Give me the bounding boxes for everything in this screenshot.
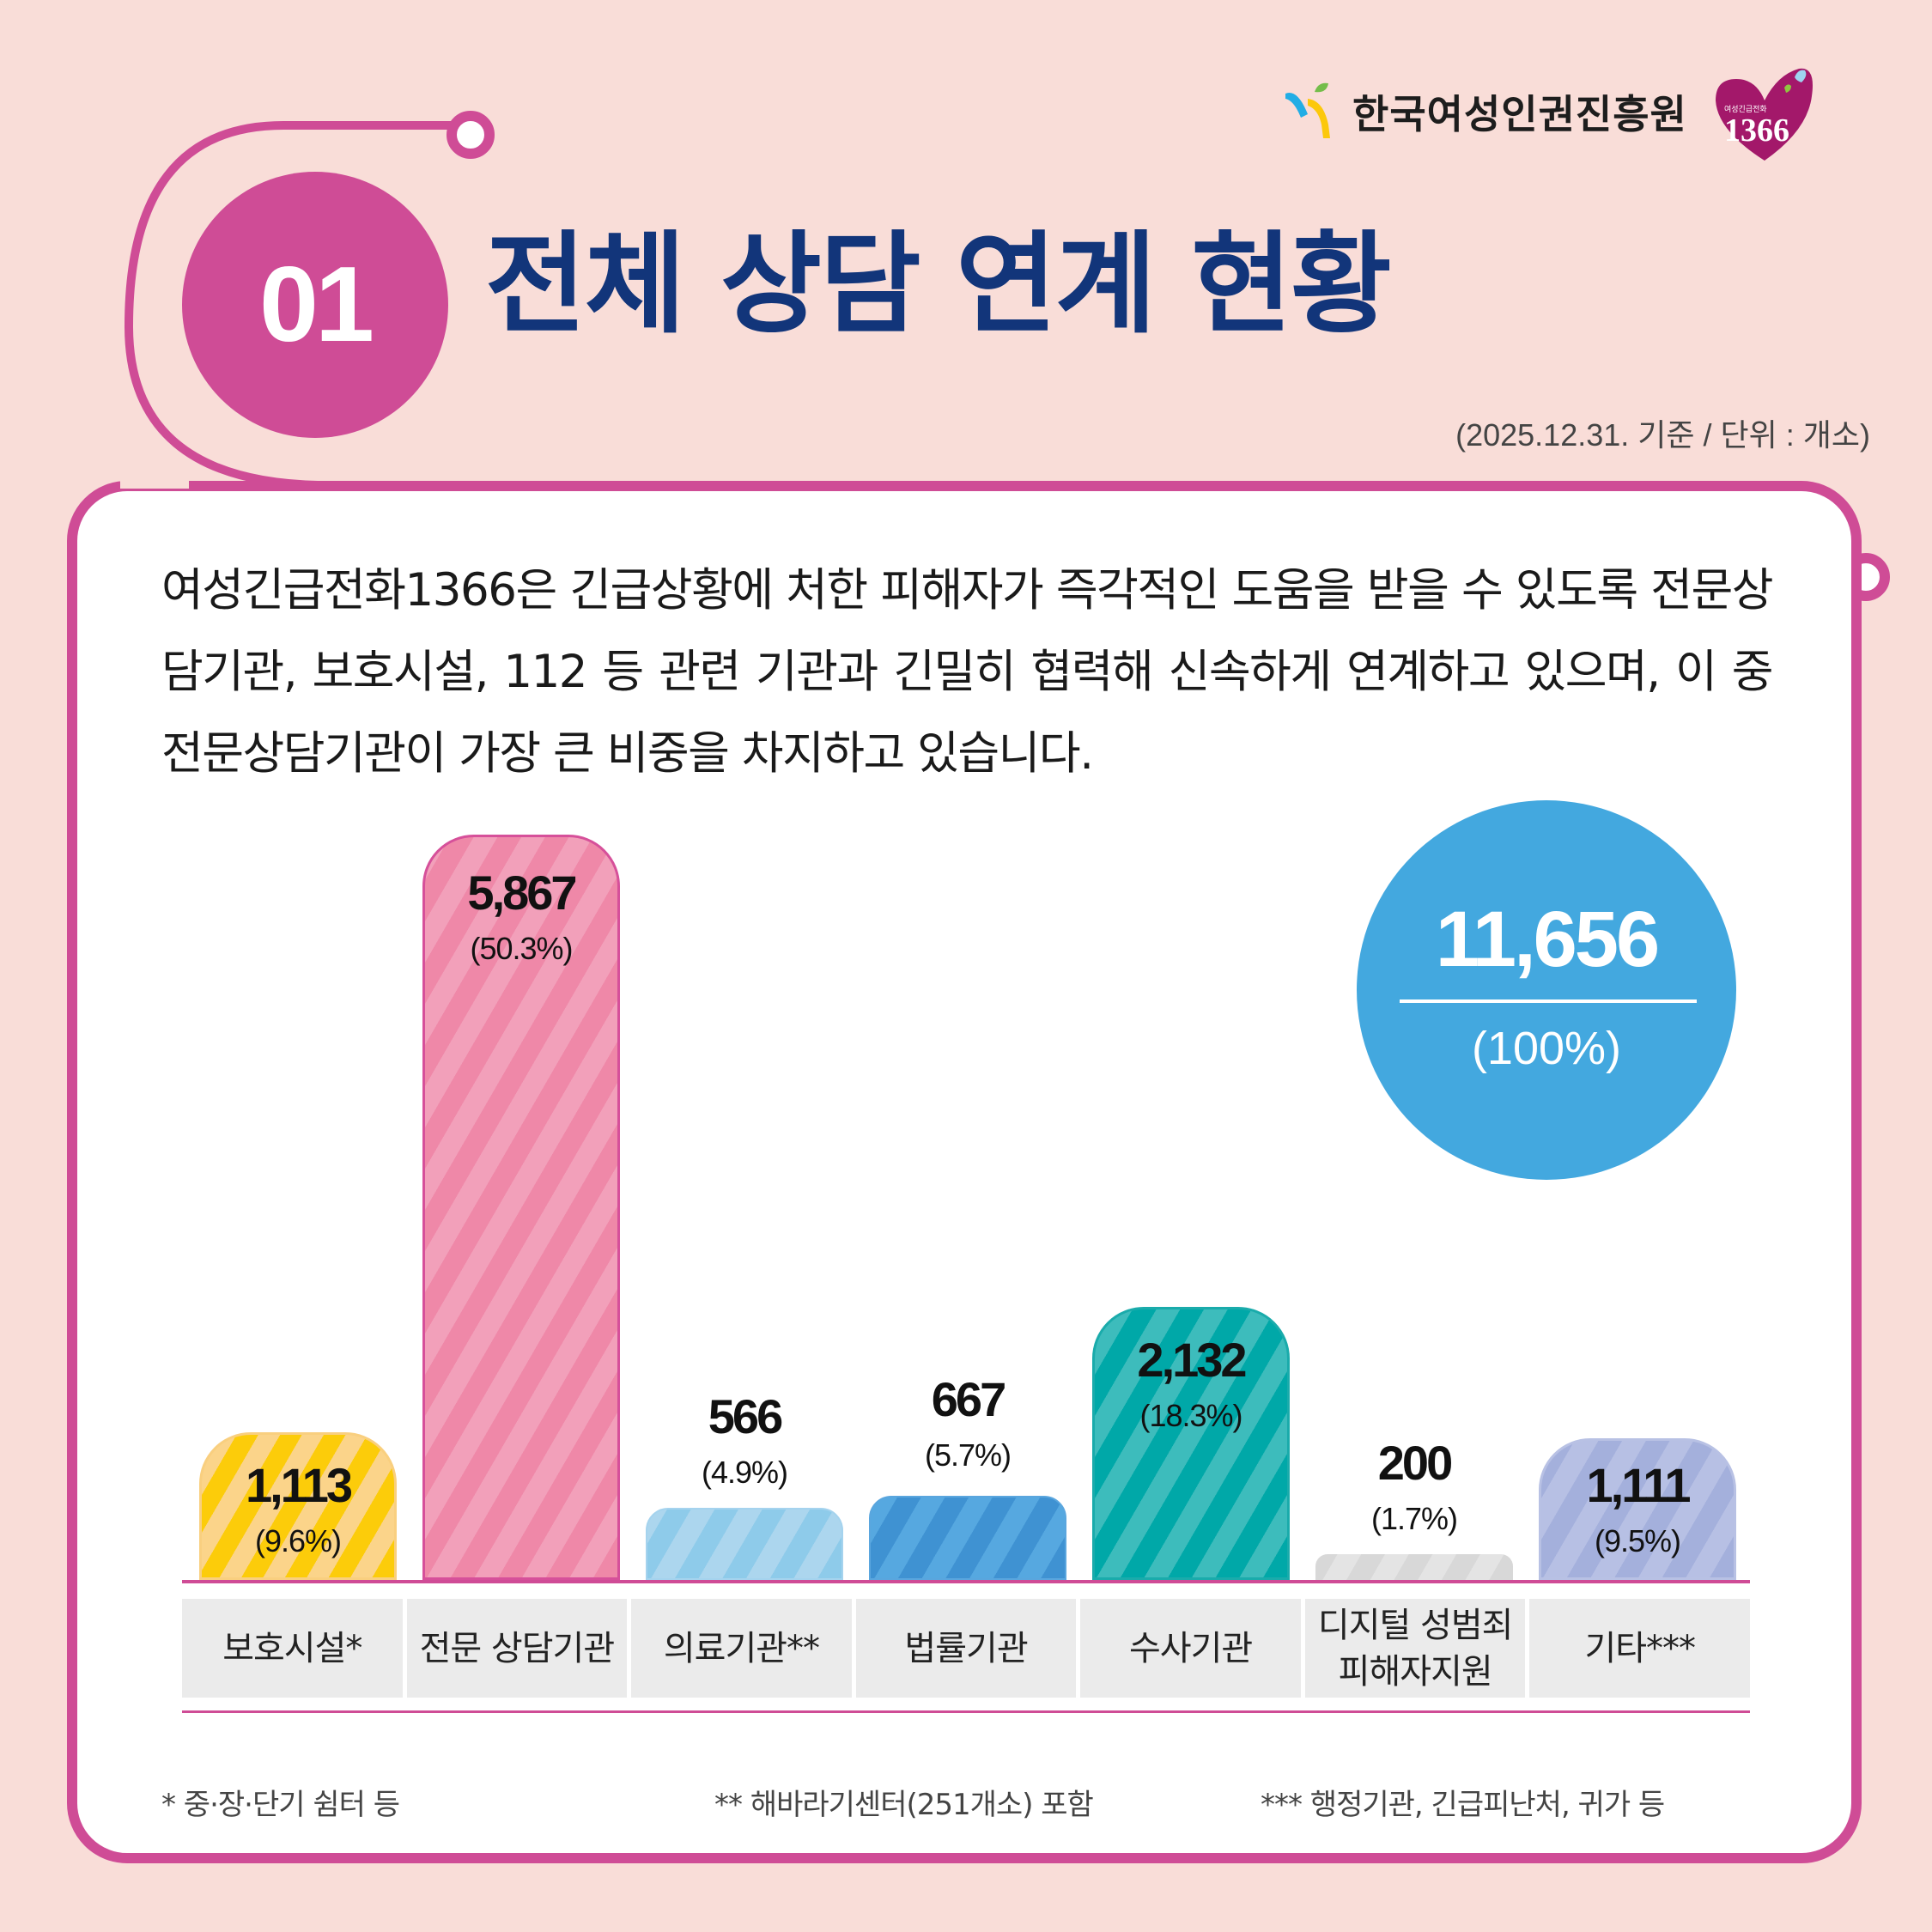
total-bubble: 11,656 (100%) <box>1357 800 1736 1180</box>
bar-label-counseling: 5,867 (50.3%) <box>467 866 577 967</box>
bar-shelter <box>199 1432 397 1580</box>
card-border-gap <box>120 477 189 489</box>
bar-digital-crime <box>1315 1554 1513 1580</box>
footnote-3: *** 행정기관, 긴급피난처, 귀가 등 <box>1261 1788 1665 1822</box>
page-title: 전체 상담 연계 현황 <box>485 221 1392 349</box>
section-number-badge: 01 <box>182 172 448 438</box>
hotline-1366-logo: 여성긴급전화 1366 <box>1709 62 1820 165</box>
chart-baseline <box>182 1580 1750 1583</box>
table-bottom-line <box>182 1710 1750 1713</box>
bar-label-legal: 667 (5.7%) <box>924 1372 1012 1473</box>
category-medical: 의료기관** <box>631 1599 852 1698</box>
total-percent: (100%) <box>1471 1023 1622 1074</box>
description-text: 여성긴급전화1366은 긴급상황에 처한 피해자가 즉각적인 도움을 받을 수 … <box>161 564 1774 780</box>
bar-legal <box>869 1496 1066 1580</box>
bar-medical <box>646 1508 843 1580</box>
bar-investigation <box>1092 1307 1290 1580</box>
org-name: 한국여성인권진흥원 <box>1352 91 1687 137</box>
section-number: 01 <box>259 246 374 364</box>
bar-label-medical: 566 (4.9%) <box>701 1389 788 1491</box>
svg-text:1366: 1366 <box>1724 112 1789 149</box>
total-value: 11,656 <box>1435 896 1660 983</box>
category-counseling: 전문 상담기관 <box>406 1599 628 1698</box>
category-labels: 보호시설* 전문 상담기관 의료기관** 법률기관 수사기관 디지털 성범죄 피… <box>182 1599 1751 1698</box>
category-investigation: 수사기관 <box>1080 1599 1301 1698</box>
kigepe-symbol-icon <box>1284 82 1346 142</box>
category-legal: 법률기관 <box>855 1599 1077 1698</box>
bar-label-other: 1,111 (9.5%) <box>1586 1458 1692 1559</box>
bar-label-shelter: 1,113 (9.6%) <box>245 1458 353 1559</box>
category-other: 기타*** <box>1529 1599 1751 1698</box>
bar-other <box>1539 1438 1736 1580</box>
bar-label-investigation: 2,132 (18.3%) <box>1137 1333 1247 1434</box>
footnote-2: ** 해바라기센터(251개소) 포함 <box>714 1788 1094 1822</box>
date-unit-note: (2025.12.31. 기준 / 단위 : 개소) <box>1455 417 1870 453</box>
category-shelter: 보호시설* <box>182 1599 403 1698</box>
bar-counseling <box>422 835 620 1580</box>
bar-label-digital-crime: 200 (1.7%) <box>1370 1436 1458 1537</box>
footnote-1: * 중·장·단기 쉼터 등 <box>161 1788 400 1822</box>
kigepe-logo: 한국여성인권진흥원 <box>1284 82 1687 142</box>
total-divider <box>1400 999 1697 1003</box>
svg-text:여성긴급전화: 여성긴급전화 <box>1724 104 1767 114</box>
category-digital-crime: 디지털 성범죄 피해자지원 <box>1304 1599 1526 1698</box>
